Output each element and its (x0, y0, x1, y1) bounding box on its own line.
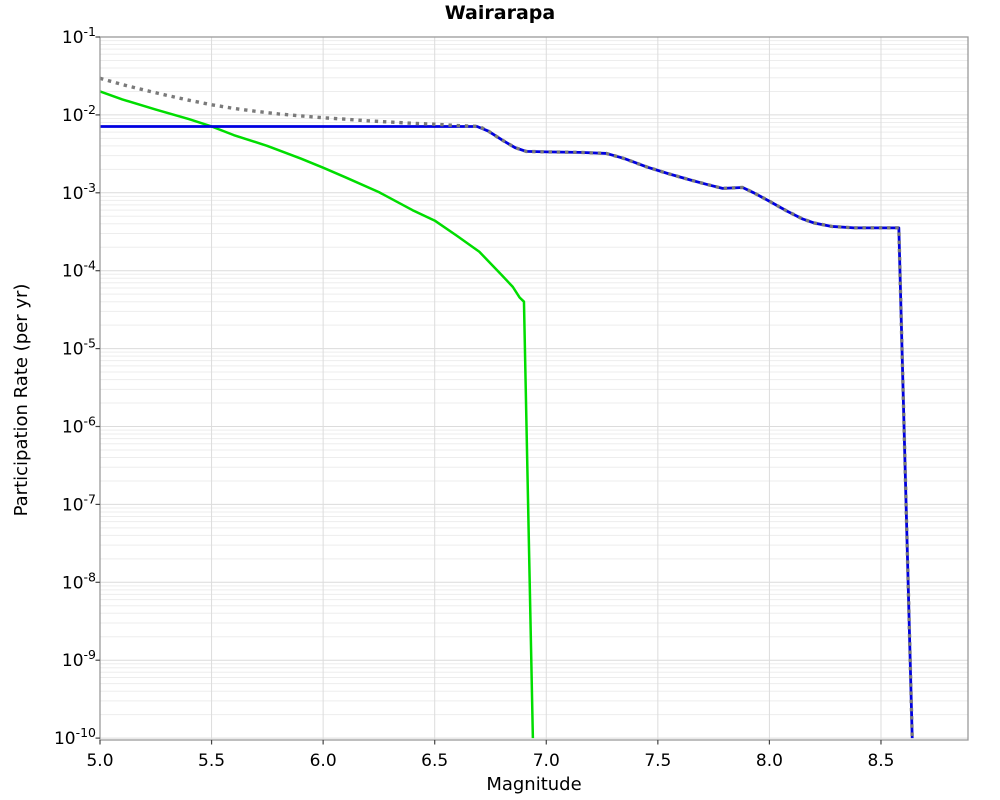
chart-title: Wairarapa (445, 2, 555, 24)
y-tick-label: 10-2 (62, 102, 96, 126)
y-tick-label: 10-10 (54, 725, 96, 749)
y-tick-label: 10-6 (62, 414, 96, 438)
x-tick-label: 7.5 (644, 751, 671, 771)
blue-solid-curve (100, 125, 914, 739)
gray-dotted-curve (100, 76, 914, 739)
x-tick-label: 5.0 (86, 751, 113, 771)
plot-border (99, 36, 969, 741)
x-tick-label: 8.5 (867, 751, 894, 771)
x-tick-label: 6.0 (310, 751, 337, 771)
y-tick-label: 10-7 (62, 491, 96, 515)
y-tick-label: 10-1 (62, 24, 96, 48)
x-tick-label: 6.5 (421, 751, 448, 771)
y-tick-label: 10-3 (62, 180, 96, 204)
x-axis-label: Magnitude (486, 774, 581, 795)
axis-ticks-and-labels: 10-1 10-2 10-3 10-4 10-5 10-6 10-7 10-8 10-9 10-1… (54, 24, 895, 771)
x-tick-label: 5.5 (198, 751, 225, 771)
y-tick-label: 10-4 (62, 258, 96, 282)
y-tick-label: 10-8 (62, 569, 96, 593)
y-axis-label: Participation Rate (per yr) (11, 284, 32, 517)
plot-frame (99, 36, 969, 741)
x-tick-label: 7.0 (533, 751, 560, 771)
x-tick-label: 8.0 (756, 751, 783, 771)
data-series (100, 76, 914, 739)
y-tick-label: 10-5 (62, 336, 96, 360)
gridlines (99, 36, 968, 740)
green-solid-curve (100, 90, 535, 739)
y-tick-label: 10-9 (62, 647, 96, 671)
